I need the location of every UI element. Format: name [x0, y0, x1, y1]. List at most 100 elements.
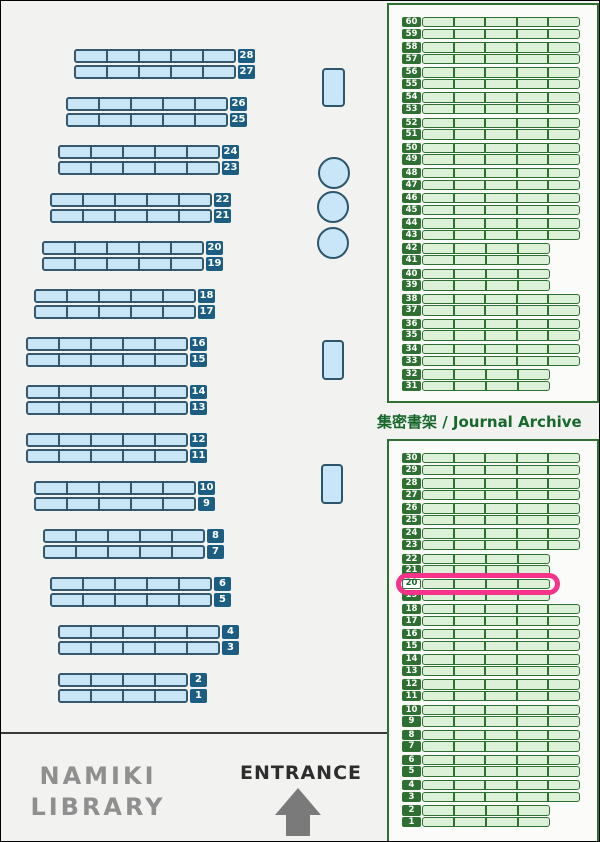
bookshelf-number: 17: [198, 304, 215, 319]
archive-shelf-number: 39: [402, 280, 421, 291]
archive-shelf-bar: [422, 17, 580, 28]
bookshelf-number: 4: [222, 625, 239, 639]
archive-shelf-bar: [422, 67, 580, 78]
bookshelf-15: 15: [26, 352, 207, 367]
shelf-segment: [484, 767, 516, 776]
bookshelf-8: 8: [43, 529, 224, 543]
shelf-segment: [547, 105, 579, 114]
shelf-segment: [547, 655, 579, 664]
shelf-segment: [452, 319, 485, 329]
bookshelf-bar: [50, 592, 212, 607]
shelf-segment: [515, 529, 548, 538]
shelf-segment: [452, 767, 485, 776]
shelf-segment: [484, 168, 516, 178]
journal-archive-top-section: 60 59 58 57 56 55 54 53 52 51 50 49 48 47 46 45 44 43 42 41…: [387, 3, 599, 403]
shelf-segment: [484, 666, 516, 676]
shelf-segment: [484, 118, 516, 128]
archive-shelf-43: 43: [402, 229, 580, 241]
shelf-segment: [74, 243, 106, 253]
archive-shelf-bar: [422, 565, 550, 576]
archive-shelf-22: 22: [402, 553, 550, 565]
archive-shelf-bar: [422, 167, 580, 179]
shelf-segment: [423, 566, 453, 574]
archive-shelf-26: 26: [402, 503, 580, 514]
shelf-segment: [154, 162, 186, 173]
archive-shelf-bar: [422, 716, 580, 727]
shelf-segment: [484, 306, 516, 315]
archive-shelf-bar: [422, 280, 550, 291]
shelf-segment: [28, 435, 58, 445]
archive-shelf-bar: [422, 243, 550, 254]
shelf-segment: [517, 591, 549, 600]
shelf-segment: [547, 294, 579, 304]
bookshelf-9: 9: [34, 496, 215, 511]
bookshelf-pair-14-13: 14 13: [26, 385, 207, 416]
archive-shelf-number: 9: [402, 716, 421, 727]
shelf-segment: [517, 381, 549, 391]
bookshelf-number: 5: [214, 592, 231, 607]
archive-shelf-bar: [422, 369, 550, 380]
shelf-segment: [547, 691, 579, 701]
shelf-segment: [162, 483, 194, 493]
shelf-segment: [98, 99, 130, 109]
shelf-segment: [178, 210, 210, 221]
bookshelf-number: 18: [198, 289, 215, 303]
shelf-segment: [28, 387, 58, 397]
shelf-segment: [515, 454, 548, 463]
shelf-segment: [423, 331, 453, 339]
shelf-segment: [515, 630, 548, 639]
shelf-segment: [515, 490, 548, 500]
shelf-segment: [547, 705, 579, 714]
bookshelf-4: 4: [58, 625, 239, 639]
shelf-segment: [122, 387, 154, 397]
archive-shelf-31: 31: [402, 380, 550, 392]
shelf-segment: [114, 195, 146, 205]
shelf-segment: [452, 345, 485, 354]
shelf-segment: [171, 546, 203, 557]
archive-shelf-number: 34: [402, 344, 421, 355]
shelf-segment: [453, 554, 485, 564]
archive-shelf-bar: [422, 305, 580, 316]
shelf-segment: [484, 294, 516, 304]
shelf-segment: [154, 387, 186, 397]
shelf-segment: [60, 691, 90, 701]
archive-shelf-bar: [422, 344, 580, 355]
shelf-segment: [452, 294, 485, 304]
archive-shelf-34: 34: [402, 344, 580, 355]
shelf-segment: [114, 210, 146, 221]
archive-shelf-2: 2: [402, 805, 550, 816]
shelf-segment: [547, 666, 579, 676]
bookshelf-pair-16-15: 16 15: [26, 337, 207, 368]
shelf-segment: [130, 498, 162, 509]
archive-shelf-bar: [422, 53, 580, 65]
bookshelf-number: 2: [190, 673, 207, 687]
shelf-segment: [114, 579, 146, 589]
shelf-segment: [547, 504, 579, 513]
shelf-segment: [515, 742, 548, 751]
archive-shelf-12: 12: [402, 679, 580, 690]
shelf-segment: [423, 231, 453, 239]
shelf-segment: [154, 450, 186, 461]
archive-shelf-42: 42: [402, 243, 550, 254]
bookshelf-bar: [26, 400, 188, 415]
archive-shelf-number: 6: [402, 754, 421, 766]
bookshelf-14: 14: [26, 385, 207, 399]
shelf-segment: [58, 402, 90, 413]
archive-shelf-number: 23: [402, 540, 421, 551]
archive-shelf-number: 59: [402, 28, 421, 39]
archive-shelf-number: 60: [402, 17, 421, 28]
shelf-segment: [146, 195, 178, 205]
shelf-segment: [423, 642, 453, 650]
shelf-segment: [452, 465, 485, 474]
archive-shelf-number: 49: [402, 154, 421, 165]
shelf-segment: [423, 555, 453, 563]
archive-shelf-number: 54: [402, 92, 421, 103]
shelf-segment: [517, 370, 549, 379]
shelf-segment: [453, 255, 485, 265]
archive-shelf-1: 1: [402, 816, 550, 828]
archive-shelf-number: 48: [402, 167, 421, 179]
shelf-segment: [515, 319, 548, 329]
archive-shelf-number: 2: [402, 805, 421, 816]
archive-shelf-45: 45: [402, 204, 580, 216]
